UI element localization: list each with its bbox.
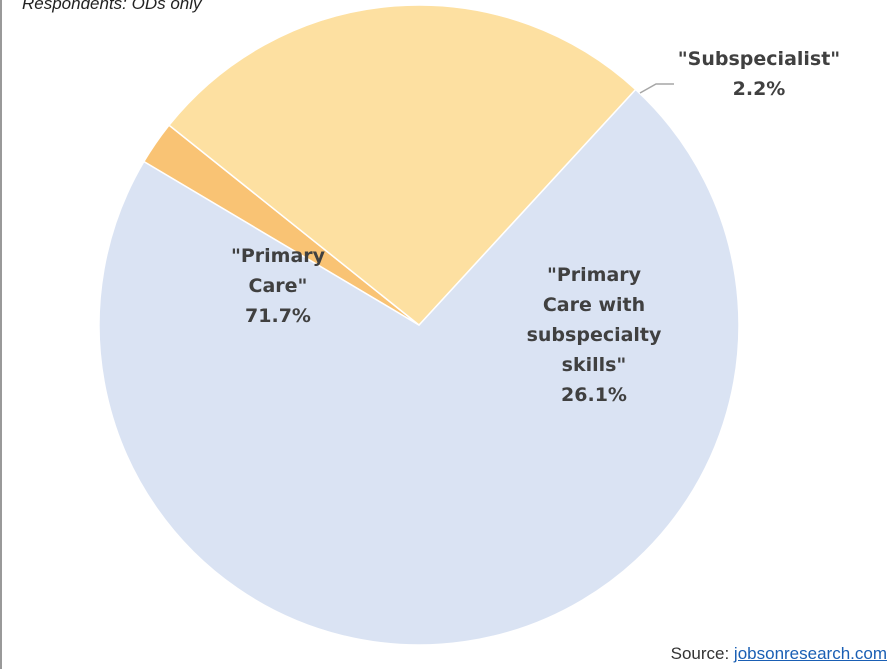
pie-labels: "Primary Care" 71.7% "Subspecialist" 2.2% "Pr…	[231, 48, 840, 406]
pie-category-label: "Primary	[547, 264, 642, 286]
source-note: Source: jobsonresearch.com	[671, 644, 887, 664]
source-prefix: Source:	[670, 644, 734, 663]
pie-category-label: skills"	[562, 354, 627, 376]
pie-slice-0	[98, 88, 740, 646]
pie-value-label: 26.1%	[561, 384, 627, 406]
pie-category-label: Care"	[249, 275, 308, 297]
pie-category-label: subspecialty	[527, 324, 662, 346]
chart-subtitle: Respondents: ODs only	[22, 0, 202, 13]
pie-label-1: "Subspecialist" 2.2%	[678, 48, 840, 100]
pie-label-0: "Primary Care" 71.7%	[231, 245, 326, 327]
pie-slices	[98, 4, 740, 646]
source-link[interactable]: jobsonresearch.com	[733, 644, 887, 663]
pie-value-label: 71.7%	[245, 305, 311, 327]
pie-category-label: "Primary	[231, 245, 326, 267]
pie-category-label: "Subspecialist"	[678, 48, 840, 70]
pie-category-label: Care with	[543, 294, 645, 316]
pie-slice-2	[167, 4, 637, 327]
subspecialist-leader-line	[639, 83, 674, 94]
pie-label-2: "Primary Care with subspecialty skills" 26.1…	[527, 264, 662, 406]
pie-value-label: 2.2%	[733, 78, 786, 100]
